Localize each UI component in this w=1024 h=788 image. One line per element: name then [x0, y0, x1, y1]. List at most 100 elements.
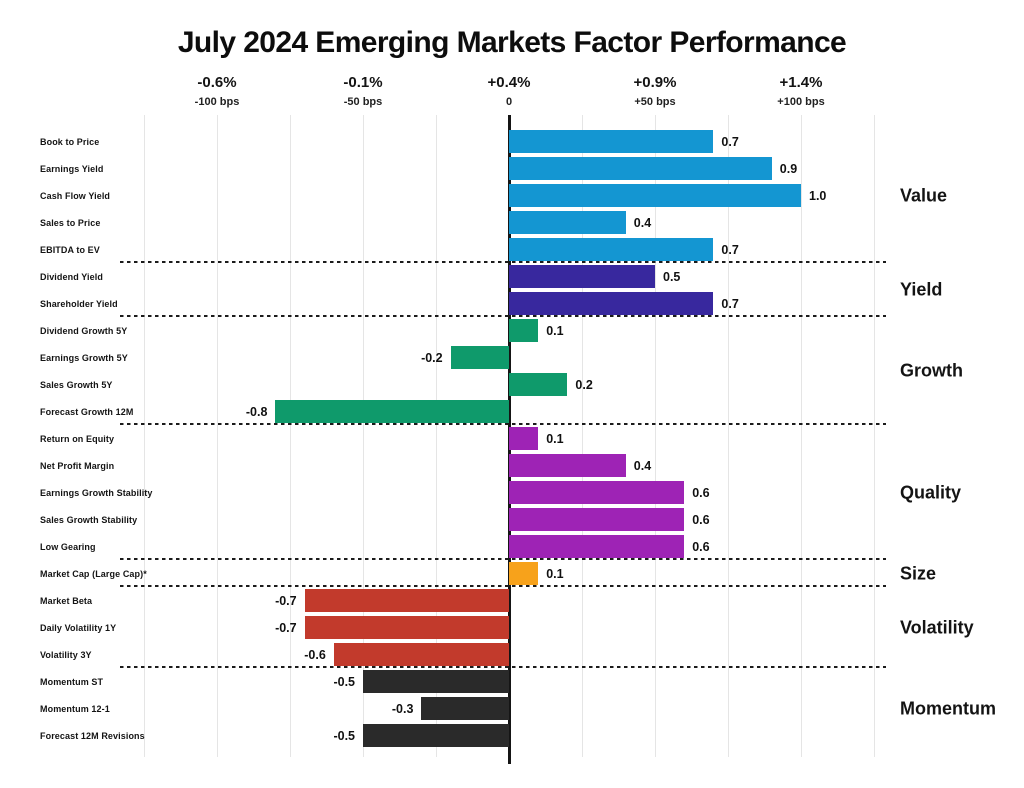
axis-tick-bps-label: +100 bps: [777, 96, 825, 108]
chart-bar: [509, 562, 539, 585]
axis-tick-percent-label: +1.4%: [779, 74, 823, 91]
bar-value-label: -0.7: [275, 593, 297, 608]
chart-title: July 2024 Emerging Markets Factor Perfor…: [177, 26, 847, 59]
chart-bar: [333, 643, 509, 666]
chart-bar: [509, 184, 801, 207]
row-label: Momentum ST: [40, 676, 104, 687]
group-label: Quality: [900, 482, 962, 502]
row-label: Low Gearing: [40, 541, 96, 552]
chart-bar: [509, 481, 685, 504]
bar-value-label: 0.1: [546, 323, 564, 338]
chart-bar: [509, 157, 772, 180]
chart-bar: [509, 292, 714, 315]
chart-bar: [509, 319, 539, 342]
chart-bar: [363, 724, 509, 747]
row-label: Earnings Growth 5Y: [40, 352, 128, 363]
row-label: Market Beta: [40, 595, 93, 606]
gridline: [217, 115, 218, 757]
bar-value-label: -0.5: [333, 728, 355, 743]
row-label: EBITDA to EV: [40, 244, 100, 255]
group-label: Growth: [900, 360, 963, 381]
chart-bar: [509, 130, 714, 153]
row-label: Return on Equity: [40, 433, 115, 444]
row-label: Forecast 12M Revisions: [40, 730, 145, 741]
chart-bar: [304, 589, 509, 612]
gridline: [290, 115, 291, 757]
axis-tick-bps-label: -50 bps: [343, 96, 383, 108]
row-label: Daily Volatility 1Y: [40, 622, 117, 633]
chart-bar: [450, 346, 509, 369]
bar-value-label: 0.4: [633, 215, 652, 230]
bar-value-label: 0.7: [721, 296, 739, 311]
chart-bar: [275, 400, 509, 423]
bar-value-label: 0.7: [721, 134, 739, 149]
row-label: Shareholder Yield: [40, 298, 118, 309]
bar-value-label: -0.7: [275, 620, 297, 635]
chart-bar: [421, 697, 509, 720]
row-label: Sales Growth 5Y: [40, 379, 113, 390]
chart-bar: [509, 265, 655, 288]
bar-value-label: 0.1: [546, 431, 564, 446]
chart-bar: [509, 535, 685, 558]
row-label: Cash Flow Yield: [40, 190, 111, 201]
chart-bar: [509, 454, 626, 477]
chart-bar: [304, 616, 509, 639]
chart-bar: [509, 373, 568, 396]
gridline: [144, 115, 145, 757]
bar-value-label: 0.7: [721, 242, 739, 257]
group-separator: [120, 585, 886, 588]
gridline: [363, 115, 364, 757]
gridline: [655, 115, 656, 757]
chart-bar: [509, 508, 685, 531]
bar-value-label: 0.1: [546, 566, 564, 581]
gridline: [801, 115, 802, 757]
row-label: Book to Price: [40, 136, 100, 147]
axis-tick-percent-label: -0.6%: [197, 74, 237, 91]
bar-value-label: 0.2: [575, 377, 593, 392]
chart-bar: [363, 670, 509, 693]
row-label: Net Profit Margin: [40, 460, 115, 471]
axis-tick-bps-label: 0: [505, 96, 513, 108]
group-separator: [120, 558, 886, 561]
bar-value-label: 0.5: [663, 269, 681, 284]
gridline: [728, 115, 729, 757]
chart-bar: [509, 238, 714, 261]
row-label: Volatility 3Y: [40, 649, 92, 660]
bar-value-label: 0.6: [692, 485, 710, 500]
row-label: Dividend Growth 5Y: [40, 325, 128, 336]
group-label: Yield: [900, 279, 943, 300]
row-label: Dividend Yield: [40, 271, 103, 282]
row-label: Earnings Yield: [40, 163, 104, 174]
chart-bar: [509, 211, 626, 234]
bar-value-label: 0.4: [633, 458, 652, 473]
chart-bar: [509, 427, 539, 450]
bar-value-label: -0.3: [391, 701, 414, 716]
row-label: Sales Growth Stability: [40, 514, 138, 525]
row-label: Sales to Price: [40, 217, 101, 228]
group-separator: [120, 423, 886, 426]
row-label: Forecast Growth 12M: [40, 406, 134, 417]
group-label: Value: [900, 185, 948, 205]
axis-tick-percent-label: +0.4%: [487, 74, 531, 91]
axis-tick-bps-label: +50 bps: [634, 96, 676, 108]
axis-tick-bps-label: -100 bps: [194, 96, 240, 108]
bar-value-label: -0.6: [304, 647, 326, 662]
axis-tick-percent-label: -0.1%: [343, 74, 383, 91]
row-label: Momentum 12-1: [40, 703, 110, 714]
bar-value-label: -0.2: [421, 350, 443, 365]
group-separator: [120, 315, 886, 318]
gridline: [874, 115, 875, 757]
group-separator: [120, 666, 886, 669]
bar-value-label: 0.6: [692, 512, 710, 527]
gridline: [436, 115, 437, 757]
axis-tick-percent-label: +0.9%: [633, 74, 677, 91]
row-label: Market Cap (Large Cap)*: [40, 568, 147, 579]
group-separator: [120, 261, 886, 264]
row-label: Earnings Growth Stability: [40, 487, 153, 498]
group-label: Momentum: [900, 698, 996, 718]
bar-value-label: 0.6: [692, 539, 710, 554]
bar-value-label: -0.8: [245, 404, 268, 419]
bar-value-label: 0.9: [779, 161, 798, 176]
bar-value-label: 1.0: [809, 188, 827, 203]
